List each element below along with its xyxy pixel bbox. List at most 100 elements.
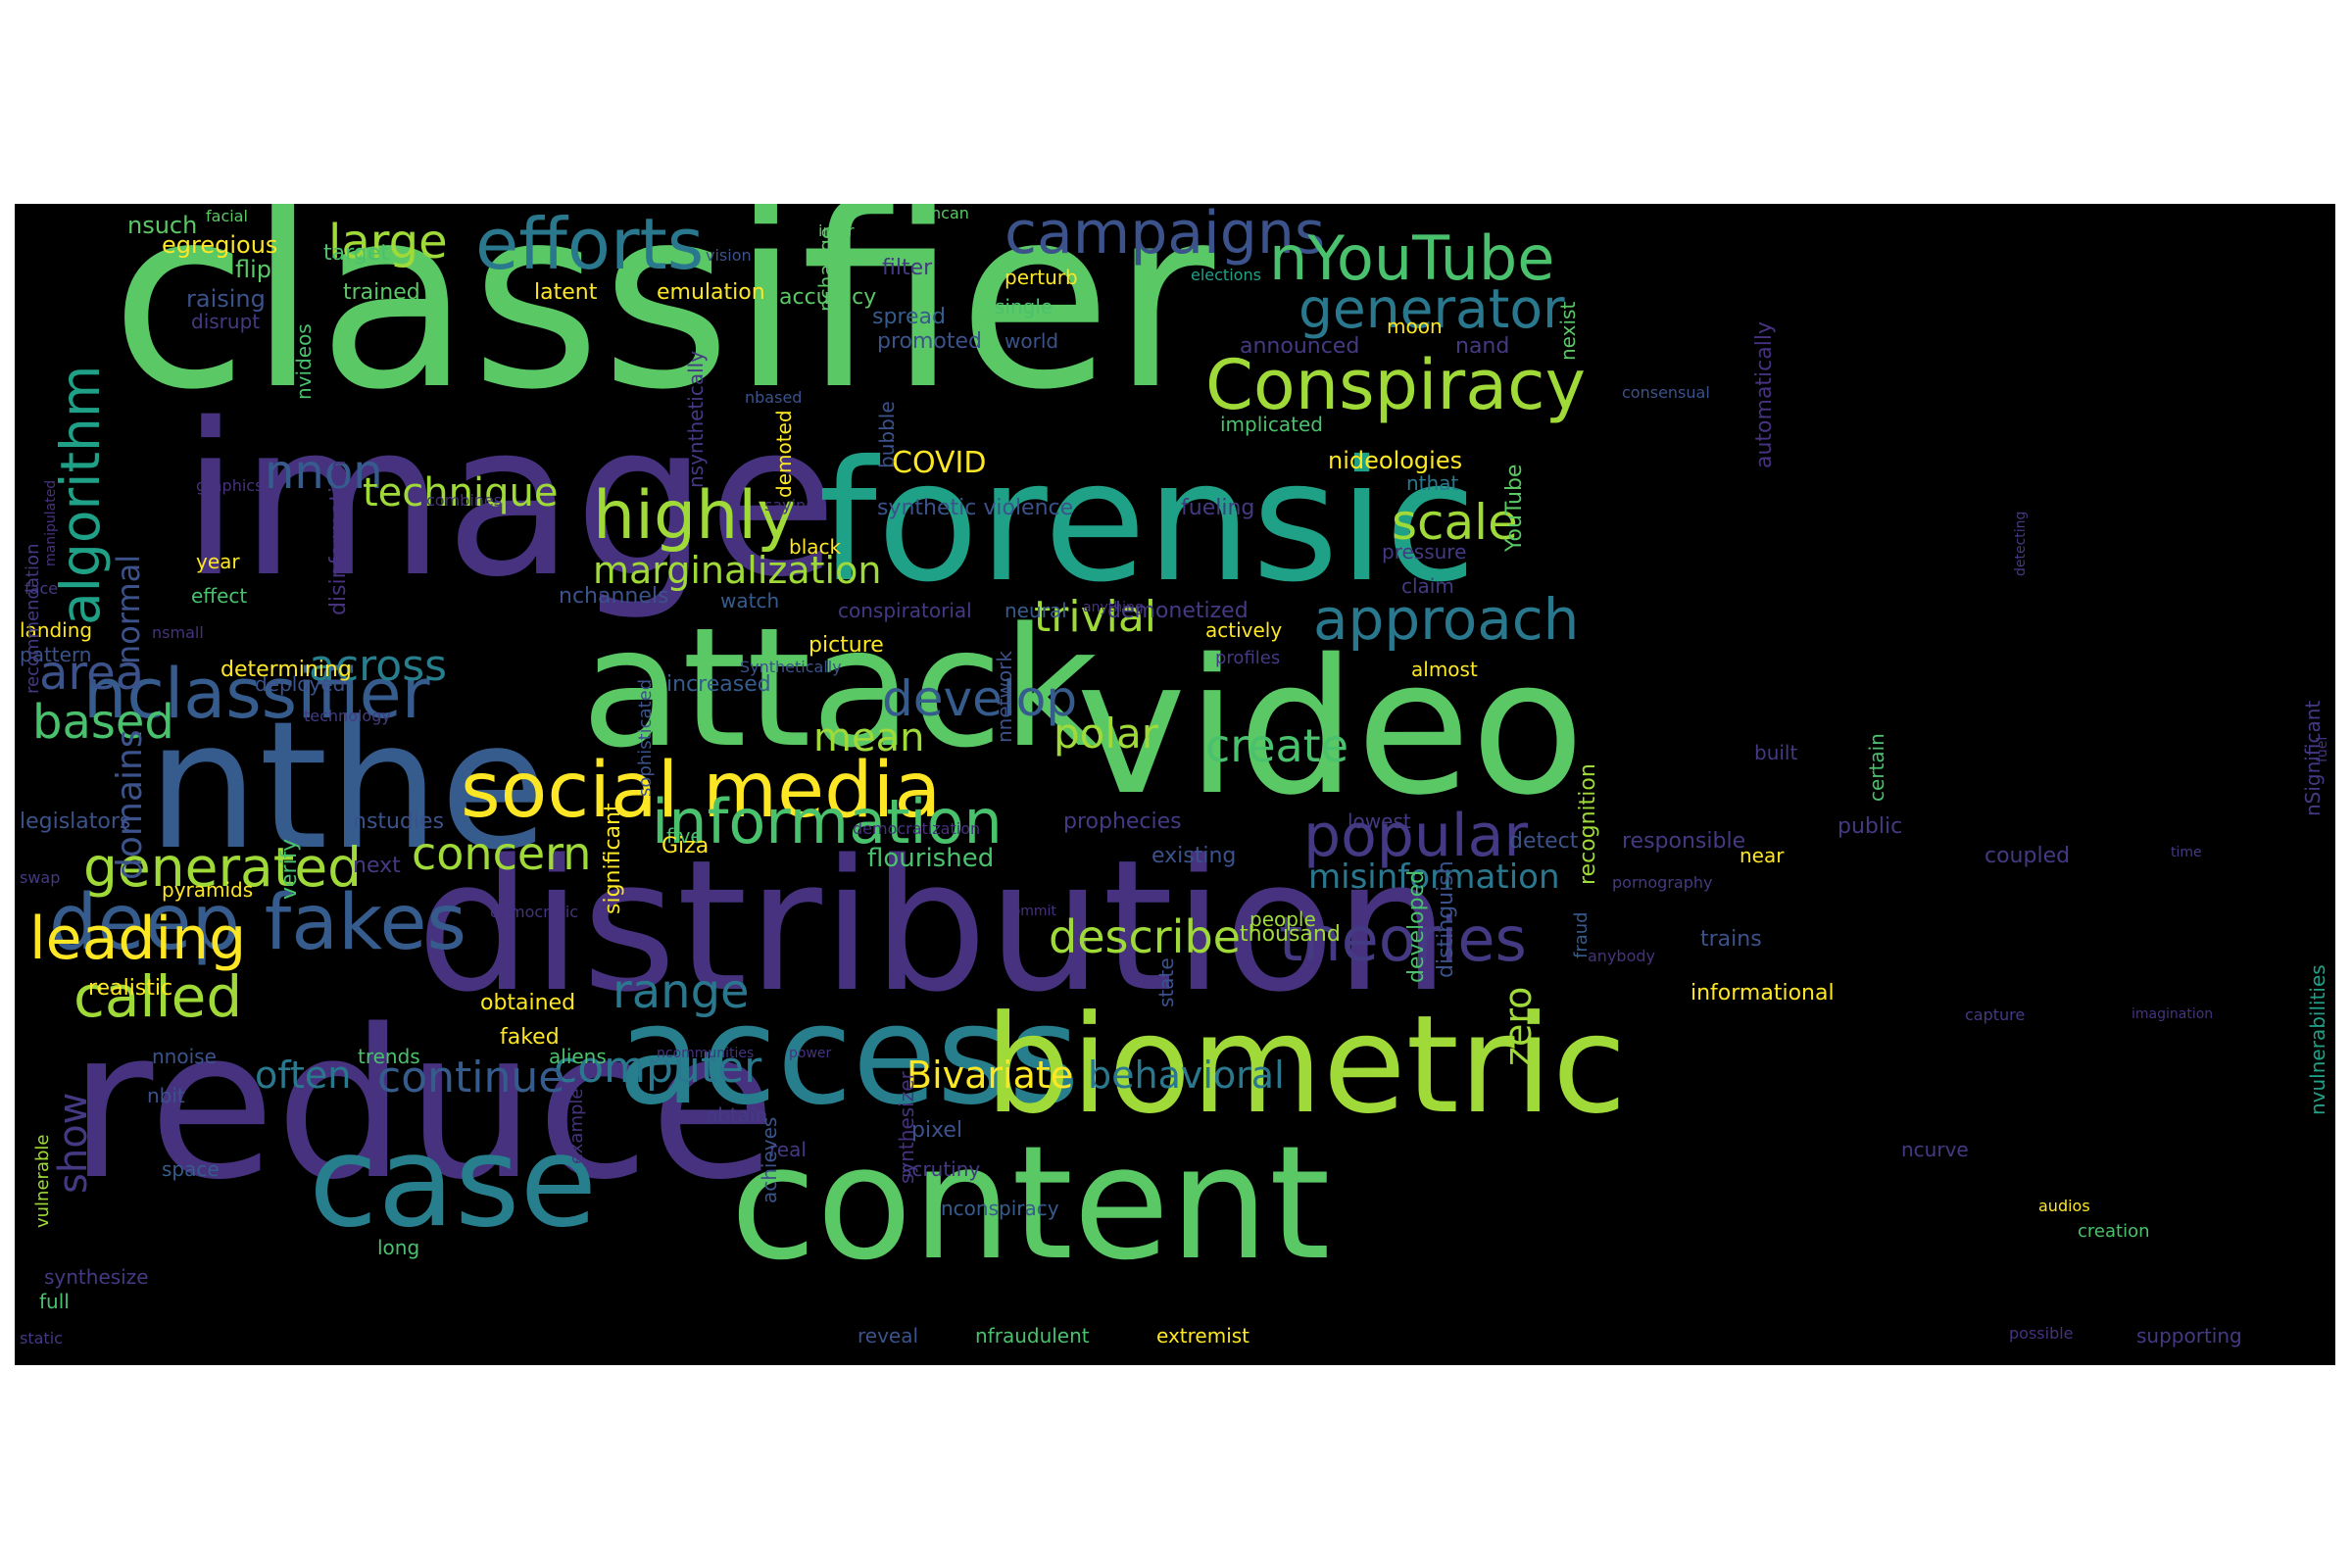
word: demonetized	[1107, 599, 1249, 623]
word: distribution	[416, 820, 1450, 1032]
word: commit	[1004, 904, 1056, 919]
word: ncurve	[1901, 1138, 1969, 1161]
word: creation	[2078, 1221, 2150, 1242]
word: possible	[2009, 1324, 2074, 1343]
word: forensic	[818, 425, 1477, 619]
word: democratization	[853, 819, 981, 838]
word: nexist	[1556, 301, 1580, 361]
word: mean	[813, 715, 925, 760]
word: faked	[500, 1025, 560, 1050]
word: black	[789, 535, 842, 559]
word: deployed	[255, 672, 346, 696]
word: lowest	[1348, 809, 1411, 833]
word: combines	[426, 491, 503, 510]
word: generator	[1298, 277, 1565, 340]
word: anybody	[1588, 947, 1655, 965]
word: announced	[1240, 334, 1360, 359]
word: state	[1154, 957, 1178, 1007]
word: nsynthetically	[684, 350, 708, 488]
word: nnon	[265, 445, 383, 500]
word: nSignificant	[2301, 700, 2325, 816]
word: create	[1205, 719, 1349, 772]
word: large	[328, 215, 448, 270]
word: supporting	[2136, 1324, 2242, 1348]
word: built	[1754, 741, 1798, 764]
word: computer	[554, 1043, 762, 1093]
word: algorithm	[49, 365, 112, 625]
word: recommendation	[23, 543, 43, 694]
word: behavioral	[1088, 1054, 1285, 1097]
word: almost	[1411, 658, 1478, 681]
word: bubble	[875, 401, 899, 468]
word: popular	[1303, 802, 1529, 870]
word: nvulnerabilities	[2306, 964, 2329, 1115]
word: classifier	[111, 204, 1215, 445]
word: nvideos	[292, 323, 316, 400]
word: synthesize	[44, 1265, 149, 1289]
word: continue	[377, 1053, 565, 1102]
word: often	[255, 1054, 352, 1097]
word: developed	[1404, 869, 1429, 983]
word: COVID	[892, 446, 987, 480]
word: profiles	[1215, 648, 1281, 668]
word: long	[377, 1236, 420, 1259]
word: single	[995, 295, 1054, 318]
word: public	[1838, 814, 1903, 839]
word: swap	[20, 868, 61, 887]
word: information	[652, 786, 1003, 858]
word: near	[1740, 844, 1785, 867]
word: aliens	[549, 1045, 607, 1068]
word: nand	[1455, 334, 1510, 359]
word: significant	[601, 803, 625, 914]
word: scale	[1392, 494, 1518, 551]
word: pyramids	[162, 878, 254, 902]
word: nsuch	[127, 212, 198, 239]
word: example	[566, 1088, 587, 1164]
word: scrutiny	[902, 1157, 981, 1181]
word: capture	[1965, 1005, 2026, 1024]
word: nthat	[1406, 471, 1459, 495]
word: extremist	[1156, 1324, 1250, 1348]
word: demoted	[772, 410, 796, 498]
word: actively	[1205, 618, 1283, 642]
word: people	[1250, 907, 1316, 931]
word: manipulated	[43, 479, 59, 566]
word: nclassifier	[83, 654, 430, 734]
word: nbased	[745, 388, 803, 407]
word: full	[39, 1290, 70, 1313]
word: reduce	[69, 985, 776, 1225]
word: elections	[1191, 266, 1261, 284]
word: content	[730, 1111, 1331, 1295]
word: claim	[1401, 574, 1454, 598]
word: vulnerable	[32, 1134, 53, 1228]
word: target	[323, 241, 389, 266]
word: watch	[720, 589, 780, 612]
word: static	[20, 1329, 63, 1348]
word: sophisticated	[635, 678, 656, 797]
word: power	[789, 1046, 832, 1061]
word: Bivariate	[906, 1054, 1074, 1097]
word: nthe	[147, 684, 549, 889]
word: nYouTube	[1269, 222, 1555, 294]
word: nchannels	[559, 584, 669, 609]
word: thousand	[1240, 922, 1341, 947]
word: ncan	[931, 204, 969, 222]
word: approach	[1313, 586, 1580, 653]
word: area	[39, 646, 145, 701]
word: perturb	[1004, 266, 1078, 289]
word: effect	[191, 584, 248, 608]
word-cloud: classifier image forensic attack video n…	[15, 204, 2335, 1365]
word: describe	[1049, 910, 1241, 963]
word: Conspiracy	[1205, 345, 1587, 425]
word: misinformation	[1308, 858, 1560, 897]
word: distinguish	[1434, 860, 1458, 978]
word: neural	[1004, 599, 1067, 622]
word: access	[617, 976, 1080, 1136]
word: accuracy	[779, 285, 877, 310]
word: year	[196, 550, 240, 573]
word: trains	[1700, 927, 1762, 952]
word: leading	[29, 905, 247, 973]
word: detect	[1509, 829, 1579, 854]
word: nfraudulent	[975, 1324, 1090, 1348]
word: latent	[534, 280, 598, 305]
